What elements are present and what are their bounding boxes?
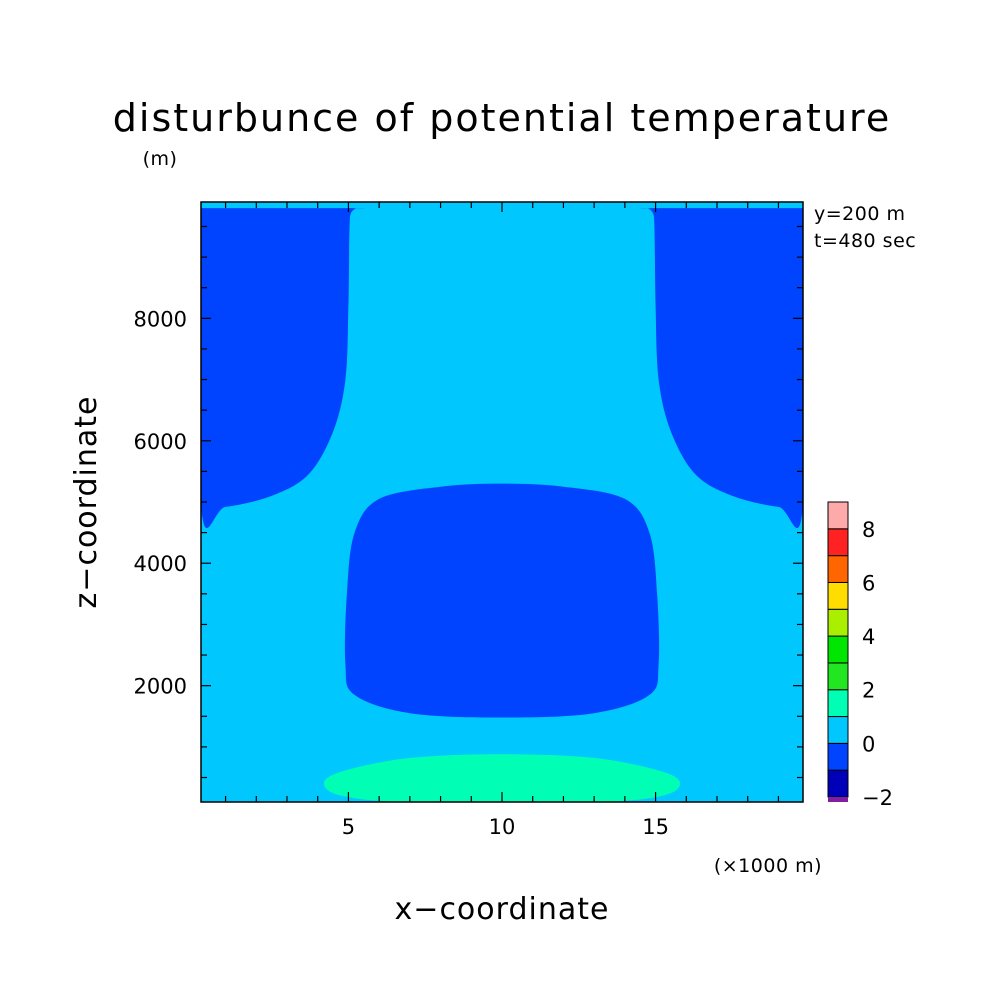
y-tick-label: 8000 — [134, 307, 187, 331]
colorbar-segment — [827, 581, 849, 610]
colorbar-tick-label: 0 — [862, 732, 875, 756]
colorbar-segment — [827, 608, 849, 637]
colorbar-segment — [827, 742, 849, 771]
x-axis-label: x−coordinate — [395, 892, 610, 927]
colorbar: −2 0 2 4 6 8 — [827, 501, 893, 810]
colorbar-segment — [827, 635, 849, 664]
chart-title: disturbunce of potential temperature — [113, 96, 891, 140]
colorbar-segment — [827, 716, 849, 744]
y-tick-label: 2000 — [134, 675, 187, 699]
colorbar-tick-label: 8 — [862, 518, 875, 542]
y-tick-label: 4000 — [134, 552, 187, 576]
annotation-t: t=480 sec — [814, 230, 916, 252]
x-tick-label: 10 — [489, 815, 516, 839]
colorbar-underflow — [828, 797, 848, 802]
units-label: (m) — [143, 148, 178, 170]
colorbar-tick-label: 4 — [862, 625, 875, 649]
colorbar-segment — [827, 689, 849, 718]
x-tick-label: 15 — [642, 815, 669, 839]
y-axis-label: z−coordinate — [69, 396, 104, 609]
y-tick-label: 6000 — [134, 430, 187, 454]
colorbar-tick-label: 6 — [862, 571, 875, 595]
y-axis: 2000 4000 6000 8000 — [134, 225, 803, 779]
colorbar-segment — [827, 555, 849, 583]
x-axis: 5 10 15 — [224, 202, 780, 839]
contour-regions — [201, 202, 803, 802]
contour-region-top-left — [201, 202, 365, 529]
contour-region-middle-blob — [344, 483, 660, 718]
colorbar-segment — [827, 662, 849, 691]
colorbar-tick-label: 2 — [862, 679, 875, 703]
colorbar-segment — [827, 528, 849, 557]
contour-region-top-right — [639, 202, 803, 529]
x-tick-label: 5 — [342, 815, 355, 839]
annotation-y: y=200 m — [814, 203, 905, 225]
colorbar-tick-label: −2 — [862, 786, 893, 810]
x-scale-label: (×1000 m) — [714, 855, 822, 877]
colorbar-segment — [827, 769, 849, 798]
colorbar-segment — [827, 501, 849, 530]
contour-region-bottom-ellipse — [323, 754, 681, 802]
